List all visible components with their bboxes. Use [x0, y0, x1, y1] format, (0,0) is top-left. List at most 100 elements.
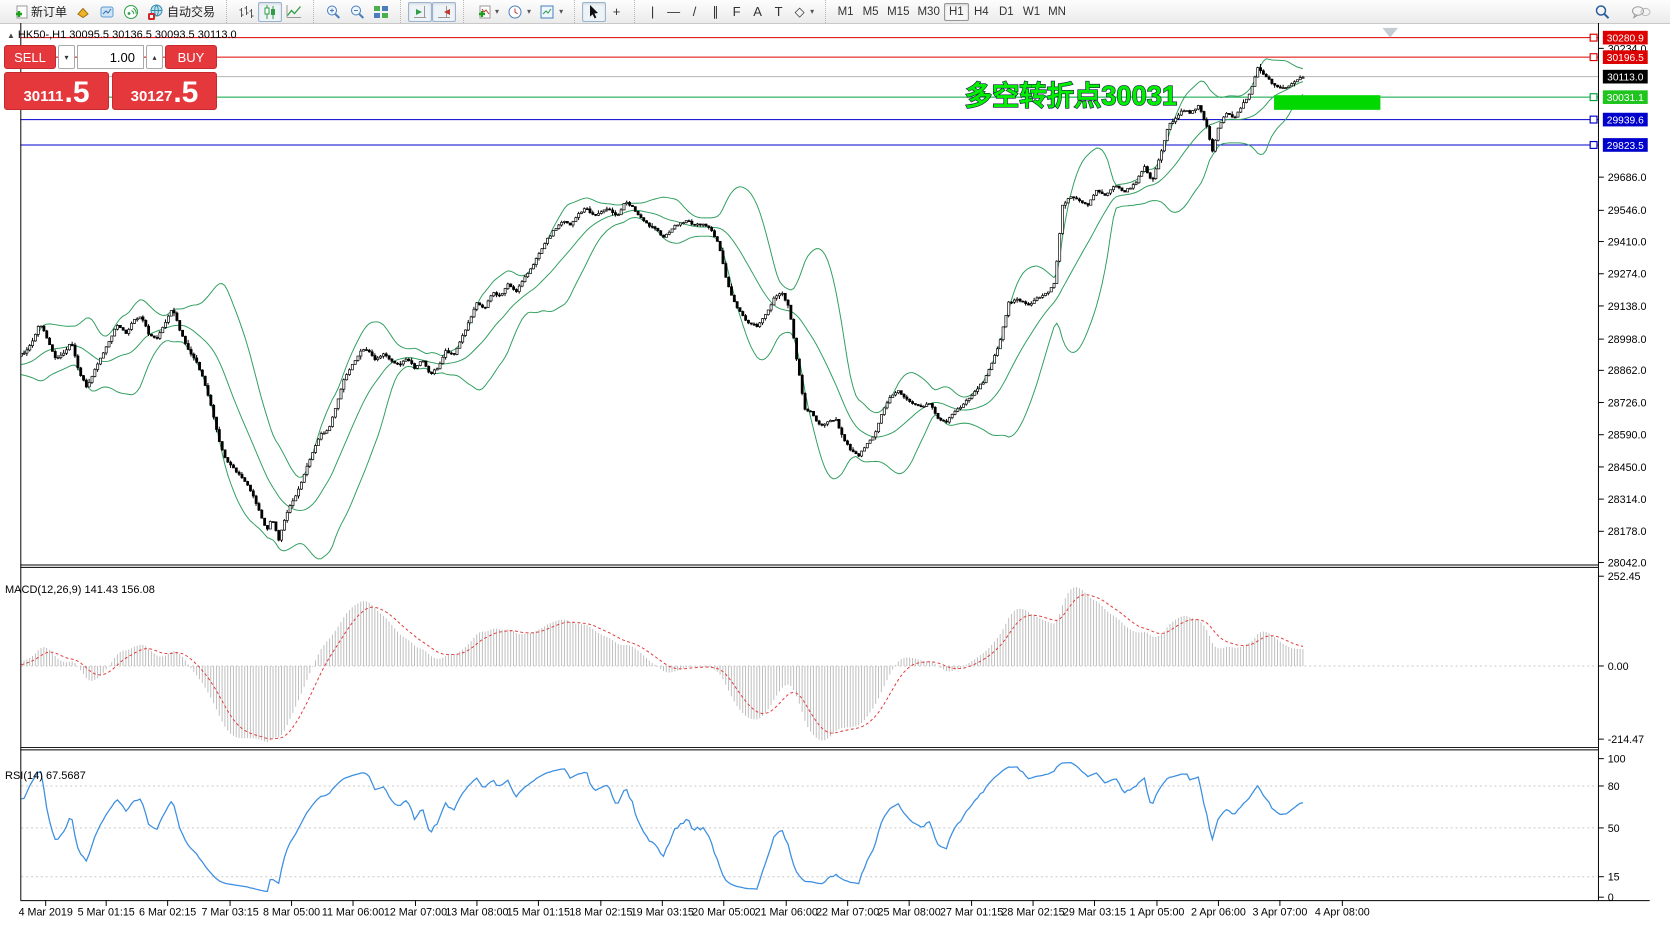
autotrading-button[interactable]: 自动交易: [143, 2, 219, 22]
timeframe-m1-button[interactable]: M1: [833, 3, 858, 21]
text-button[interactable]: A: [747, 2, 768, 22]
volume-increase-button[interactable]: ▴: [146, 45, 163, 69]
time-tick-label: 15 Mar 01:15: [507, 907, 570, 919]
vertical-line-button[interactable]: |: [642, 2, 663, 22]
zoom-in-button[interactable]: [321, 2, 345, 22]
price-tick-label: 29274.0: [1608, 269, 1647, 281]
price-tick-label: 28314.0: [1608, 494, 1647, 506]
fibonacci-icon: F: [732, 3, 741, 19]
search-button[interactable]: [1590, 2, 1615, 22]
sell-button[interactable]: SELL: [4, 45, 56, 69]
timeframe-d1-button[interactable]: D1: [994, 3, 1019, 21]
channel-icon: ∥: [712, 3, 719, 19]
price-badge: [1602, 138, 1648, 152]
crosshair-icon: +: [612, 3, 621, 19]
price-tick-label: 28590.0: [1608, 430, 1647, 442]
price-badge-label: 30280.9: [1607, 34, 1644, 45]
buy-button[interactable]: BUY: [165, 45, 217, 69]
timeframe-m30-button[interactable]: M30: [913, 3, 943, 21]
time-tick-label: 11 Mar 06:00: [322, 907, 384, 919]
dropdown-icon: ▾: [559, 7, 564, 16]
bollinger-bands: [21, 58, 1304, 560]
price-tick-label: 28726.0: [1608, 397, 1647, 409]
mql5-community-icon: [100, 6, 114, 17]
chart-canvas[interactable]: 多空转折点3003130234.029686.029546.029410.029…: [0, 23, 1670, 945]
buy-price[interactable]: 30127.5: [112, 72, 217, 110]
price-badge-label: 29939.6: [1607, 115, 1644, 126]
price-badge-label: 30113.0: [1607, 73, 1644, 84]
timeframe-m5-button[interactable]: M5: [858, 3, 883, 21]
one-click-top-row: SELL ▾ 1.00 ▴ BUY: [4, 45, 217, 69]
time-tick-label: 4 Mar 2019: [19, 907, 73, 919]
price-badge: [1602, 112, 1648, 127]
time-tick-label: 12 Mar 07:00: [384, 907, 447, 919]
new-order-button[interactable]: 新订单: [8, 2, 71, 22]
toolbar-group-trade: 新订单 自动交易: [4, 0, 223, 23]
time-tick-label: 19 Mar 03:15: [631, 907, 694, 919]
toolbar-group-scroll: [400, 0, 460, 23]
timeframe-h4-button[interactable]: H4: [969, 3, 994, 21]
horizontal-line-button[interactable]: —: [663, 2, 684, 22]
candlestick-chart-button[interactable]: [258, 1, 283, 22]
chart-annotation-text: 多空转折点30031: [965, 80, 1177, 111]
price-tick-label: 29686.0: [1608, 172, 1647, 184]
horizontal-level-lines: [20, 37, 1598, 146]
chart-shift-button[interactable]: [432, 1, 457, 22]
timeframe-mn-button[interactable]: MN: [1044, 3, 1070, 21]
toolbar-group-chart-type: [226, 0, 310, 23]
price-scale: 30234.029686.029546.029410.029274.029138…: [1589, 30, 1648, 904]
toolbar-group-drawing: | — / ∥ F A T ◇ ▾: [634, 0, 822, 23]
chat-button[interactable]: [1627, 2, 1656, 22]
volume-input[interactable]: 1.00: [77, 45, 144, 69]
rsi-tick-label: 50: [1608, 823, 1620, 835]
one-click-price-row: 30111.5 30127.5: [4, 72, 217, 110]
sell-price[interactable]: 30111.5: [4, 72, 109, 110]
templates-icon: [540, 5, 554, 18]
periods-clock-icon: [508, 5, 522, 18]
time-tick-label: 1 Apr 05:00: [1130, 907, 1185, 919]
time-tick-label: 25 Mar 08:00: [878, 907, 941, 919]
price-tick-label: 28862.0: [1608, 365, 1647, 377]
rsi-tick-label: 0: [1608, 892, 1614, 904]
auto-scroll-button[interactable]: [408, 1, 433, 22]
chart-marker-icon: ▲: [7, 31, 15, 40]
line-chart-button[interactable]: [282, 2, 306, 22]
text-label-button[interactable]: T: [768, 2, 789, 22]
crosshair-button[interactable]: +: [606, 2, 627, 22]
signals-button[interactable]: [119, 2, 143, 22]
bar-chart-button[interactable]: [234, 2, 258, 22]
time-tick-label: 5 Mar 01:15: [78, 907, 135, 919]
time-tick-label: 3 Apr 07:00: [1252, 907, 1307, 919]
market-button[interactable]: [71, 2, 95, 22]
symbol-info: ▲ HK50-,H1 30095.5 30136.5 30093.5 30113.…: [7, 29, 237, 41]
signals-icon: [124, 4, 139, 19]
tile-windows-icon: [374, 5, 389, 18]
periods-button[interactable]: ▾: [503, 2, 535, 22]
timeframe-h1-button[interactable]: H1: [943, 2, 969, 21]
channel-button[interactable]: ∥: [705, 2, 726, 22]
time-tick-label: 28 Mar 02:15: [1001, 907, 1064, 919]
timeframe-m15-button[interactable]: M15: [883, 3, 913, 21]
cursor-button[interactable]: [582, 1, 607, 22]
time-tick-label: 22 Mar 07:00: [816, 907, 879, 919]
price-badge-label: 30196.5: [1607, 53, 1644, 64]
mql5-community-button[interactable]: [95, 2, 119, 22]
trendline-button[interactable]: /: [684, 2, 705, 22]
arrows-button[interactable]: ◇ ▾: [789, 2, 818, 22]
templates-button[interactable]: ▾: [535, 2, 567, 22]
fibonacci-button[interactable]: F: [726, 2, 747, 22]
tile-windows-button[interactable]: [369, 2, 393, 22]
timeframe-w1-button[interactable]: W1: [1019, 3, 1044, 21]
indicators-button[interactable]: ▾: [471, 2, 503, 22]
zoom-out-button[interactable]: [345, 2, 369, 22]
volume-decrease-button[interactable]: ▾: [58, 45, 75, 69]
chat-icon: [1632, 5, 1651, 19]
time-tick-label: 27 Mar 01:15: [940, 907, 1003, 919]
time-tick-label: 4 Apr 08:00: [1315, 907, 1370, 919]
price-badge: [1602, 30, 1648, 45]
time-tick-label: 7 Mar 03:15: [201, 907, 258, 919]
sell-price-main: 30111: [23, 88, 64, 105]
rsi-pane: [21, 762, 1597, 893]
macd-tick-label: -214.47: [1608, 734, 1644, 746]
